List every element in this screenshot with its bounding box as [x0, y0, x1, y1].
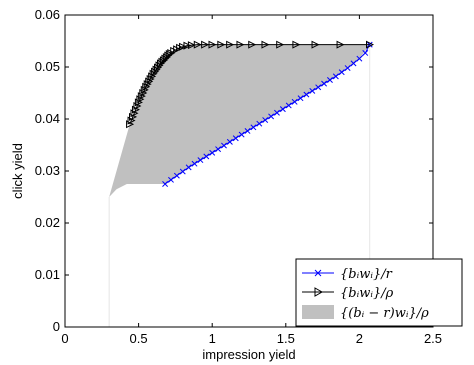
- series-marker-triangle: [236, 40, 245, 49]
- x-tick-label: 1.5: [277, 331, 295, 346]
- series-marker-x: [344, 65, 351, 71]
- series-marker-x: [268, 113, 275, 120]
- y-tick-label: 0: [53, 319, 60, 334]
- series-marker-x: [185, 164, 192, 171]
- series-marker-x: [327, 77, 333, 83]
- series-marker-x: [285, 102, 292, 109]
- series-marker-x: [303, 91, 310, 98]
- series-marker-x: [309, 87, 316, 94]
- series-marker-triangle: [137, 92, 146, 101]
- x-tick-label: 1: [209, 331, 216, 346]
- series-marker-triangle: [179, 42, 188, 51]
- legend: {bᵢwᵢ}/r {bᵢwᵢ}/ρ {(bᵢ − r)wᵢ}/ρ: [295, 258, 463, 327]
- series-marker-triangle: [208, 40, 217, 49]
- series-marker-x: [232, 135, 239, 142]
- legend-marker-triangle: [314, 287, 324, 297]
- series-marker-x: [356, 55, 363, 62]
- y-tick-label: 0.05: [35, 59, 60, 74]
- series-marker-x: [274, 109, 280, 116]
- series-marker-x: [362, 50, 369, 56]
- series-marker-triangle: [139, 88, 148, 98]
- legend-label: {bᵢwᵢ}/ρ: [340, 286, 394, 301]
- series-marker-x: [203, 153, 210, 160]
- series-marker-x: [221, 142, 227, 149]
- series-marker-x: [244, 128, 251, 134]
- series-marker-x: [197, 157, 204, 164]
- series-marker-x: [250, 124, 257, 131]
- y-tick-label: 0.04: [35, 111, 60, 126]
- y-tick-label: 0.03: [35, 163, 60, 178]
- series-marker-triangle: [134, 98, 143, 107]
- x-tick-label: 0: [61, 331, 68, 346]
- series-marker-triangle: [136, 95, 145, 104]
- series-marker-x: [209, 149, 216, 156]
- legend-label: {(bᵢ − r)wᵢ}/ρ: [340, 306, 429, 321]
- series-marker-x: [226, 138, 233, 145]
- series-marker-x: [215, 146, 222, 153]
- series-marker-x: [297, 95, 304, 102]
- series-marker-triangle: [183, 41, 192, 50]
- y-tick-label: 0.06: [35, 7, 60, 22]
- series-marker-x: [315, 84, 322, 91]
- series-marker-triangle: [187, 41, 196, 50]
- series-marker-triangle: [226, 40, 235, 49]
- series-marker-x: [291, 98, 298, 105]
- series-marker-x: [191, 160, 198, 167]
- y-axis-label: click yield: [10, 143, 25, 199]
- series-marker-triangle: [311, 40, 320, 49]
- x-tick-label: 0.5: [130, 331, 148, 346]
- x-tick-label: 2.5: [424, 331, 442, 346]
- series-marker-x: [321, 80, 328, 87]
- y-tick-label: 0.02: [35, 215, 60, 230]
- series-marker-triangle: [336, 40, 345, 49]
- legend-swatch-area: [302, 305, 334, 319]
- series-marker-x: [238, 131, 245, 138]
- series-marker-x: [179, 168, 186, 175]
- series-marker-x: [262, 117, 269, 123]
- x-tick-label: 2: [356, 331, 363, 346]
- x-axis-label: impression yield: [202, 347, 295, 362]
- series-marker-triangle: [276, 40, 285, 49]
- series-marker-x: [350, 60, 357, 67]
- series-marker-triangle: [292, 40, 301, 49]
- series-marker-triangle: [201, 40, 210, 49]
- series-marker-x: [332, 73, 339, 80]
- series-marker-x: [173, 172, 180, 179]
- series-marker-triangle: [217, 40, 226, 49]
- series-marker-triangle: [261, 40, 270, 49]
- series-layer: [126, 40, 375, 187]
- series-marker-triangle: [193, 40, 202, 49]
- series-marker-triangle: [248, 40, 257, 49]
- series-marker-x: [168, 176, 174, 183]
- legend-marker-x: [314, 269, 322, 277]
- series-marker-x: [162, 181, 169, 187]
- y-tick-label: 0.01: [35, 267, 60, 282]
- series-marker-triangle: [140, 85, 149, 94]
- legend-label: {bᵢwᵢ}/r: [340, 267, 393, 282]
- series-marker-triangle: [366, 40, 375, 49]
- axes-layer: 0 0.5 1 1.5 2 2.5 0 0.01 0.02 0.03 0.04 0.05 0.06: [35, 7, 442, 346]
- series-marker-x: [256, 120, 263, 127]
- series-marker-x: [338, 69, 345, 76]
- series-marker-x: [279, 106, 286, 113]
- area-series-fill: [109, 44, 370, 197]
